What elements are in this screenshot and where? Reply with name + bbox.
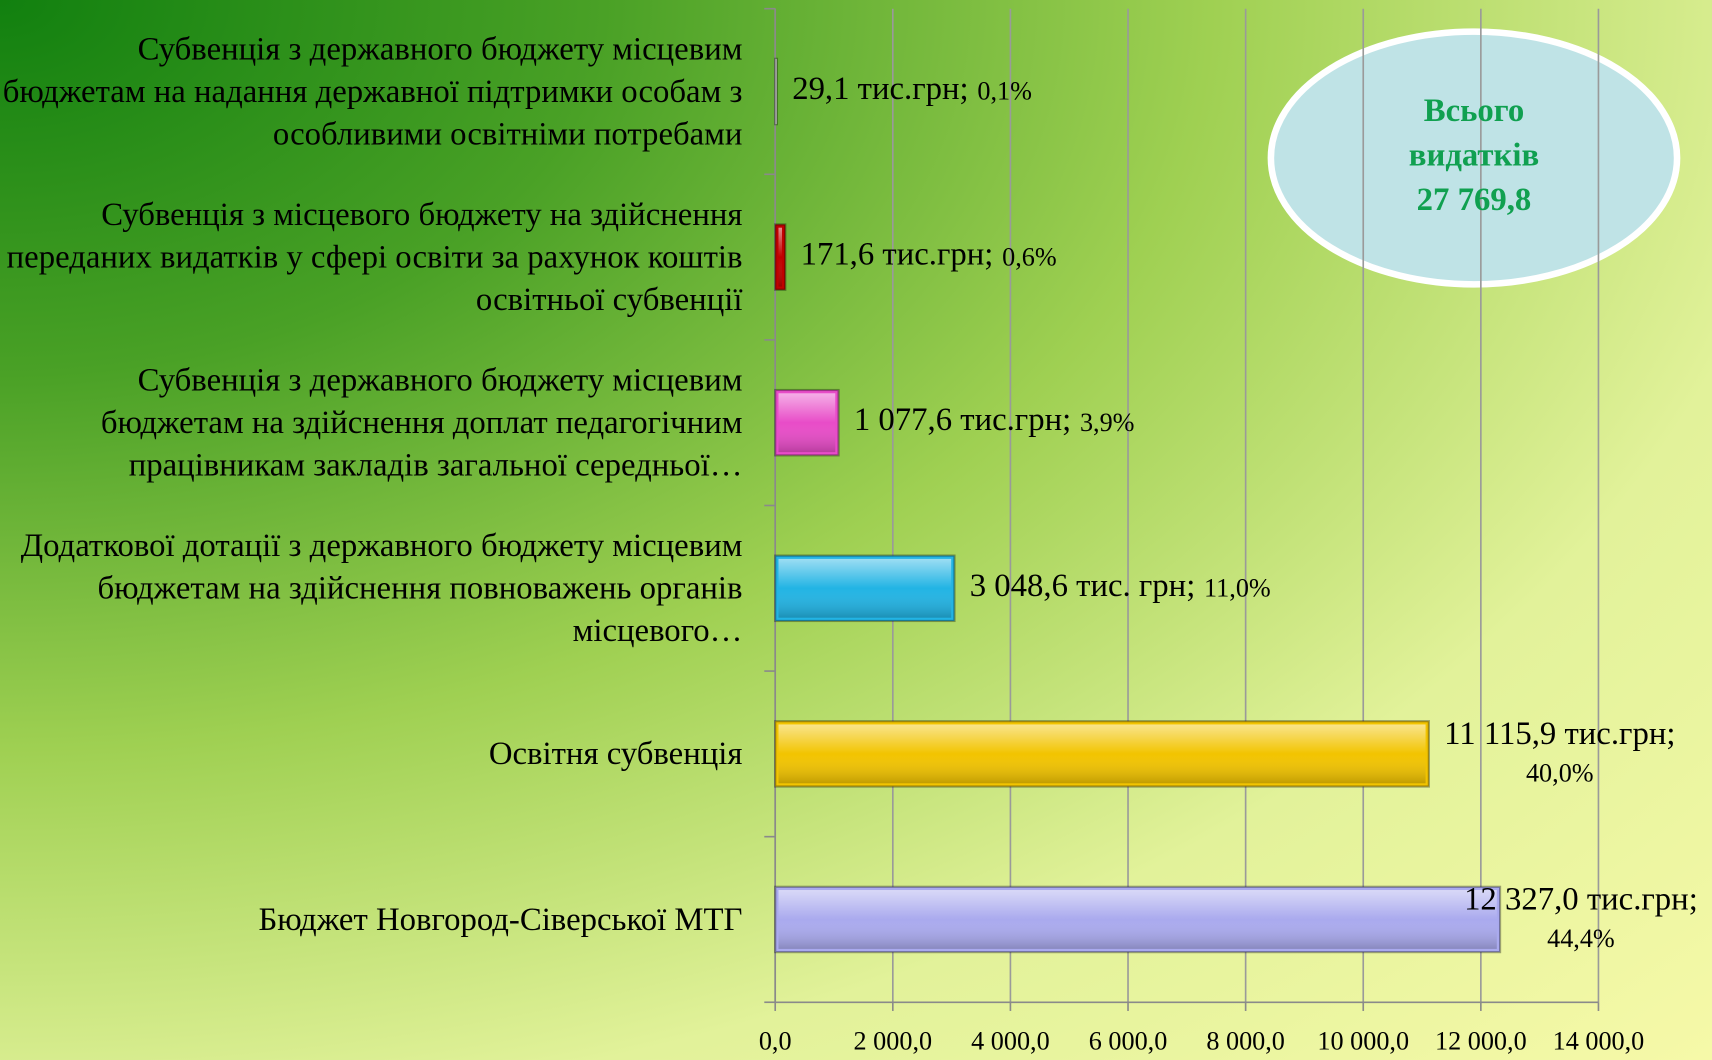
- category-label: Субвенція з державного бюджету місцевим …: [100, 362, 743, 484]
- total-label: 27 769,8: [1417, 182, 1532, 218]
- value-label: 3 048,6 тис. грн;: [970, 568, 1196, 604]
- bar-shine: [778, 558, 952, 618]
- share-label: 44,4%: [1547, 924, 1615, 953]
- share-label: 0,6%: [1002, 242, 1057, 271]
- category-label: Освітня субвенція: [488, 735, 743, 772]
- category-label: Додаткової дотації з державного бюджету …: [20, 527, 743, 649]
- value-label: 29,1 тис.грн;: [792, 71, 968, 107]
- bar-shine: [778, 724, 1426, 784]
- bar-group: [774, 554, 956, 623]
- x-tick-label: 6 000,0: [1089, 1027, 1168, 1056]
- bar-group: [774, 885, 1502, 954]
- bar-group: [774, 720, 1430, 788]
- value-label: 1 077,6 тис.грн;: [854, 402, 1071, 438]
- value-label: 171,6 тис.грн;: [801, 237, 994, 273]
- bar: [774, 57, 779, 126]
- share-label: 0,1%: [977, 77, 1032, 106]
- bar-group: [774, 388, 840, 457]
- category-label: Субвенція з державного бюджету місцевим …: [2, 31, 743, 152]
- x-tick-label: 0,0: [759, 1027, 792, 1056]
- x-tick-label: 4 000,0: [971, 1027, 1050, 1056]
- x-tick-label: 14 000,0: [1553, 1027, 1645, 1056]
- total-label: видатків: [1409, 137, 1539, 173]
- category-label: Субвенція з місцевого бюджету на здійсне…: [6, 196, 743, 318]
- value-label: 11 115,9 тис.грн;: [1444, 716, 1675, 752]
- share-label: 11,0%: [1204, 573, 1271, 602]
- total-label: Всього: [1424, 93, 1524, 129]
- x-tick-label: 2 000,0: [854, 1027, 933, 1056]
- share-label: 3,9%: [1080, 408, 1135, 437]
- bar-group: [774, 57, 779, 126]
- share-label: 40,0%: [1526, 759, 1594, 788]
- x-tick-label: 8 000,0: [1206, 1027, 1285, 1056]
- value-label: 12 327,0 тис.грн;: [1464, 882, 1698, 918]
- x-tick-label: 10 000,0: [1317, 1027, 1409, 1056]
- bar-shine: [778, 393, 836, 453]
- bar-group: [774, 223, 787, 291]
- total-bubble: [1267, 28, 1681, 288]
- bar-shine: [778, 227, 783, 287]
- category-label: Бюджет Новгород-Сіверської МТГ: [258, 901, 743, 938]
- bar-shine: [778, 890, 1497, 949]
- x-tick-label: 12 000,0: [1435, 1027, 1527, 1056]
